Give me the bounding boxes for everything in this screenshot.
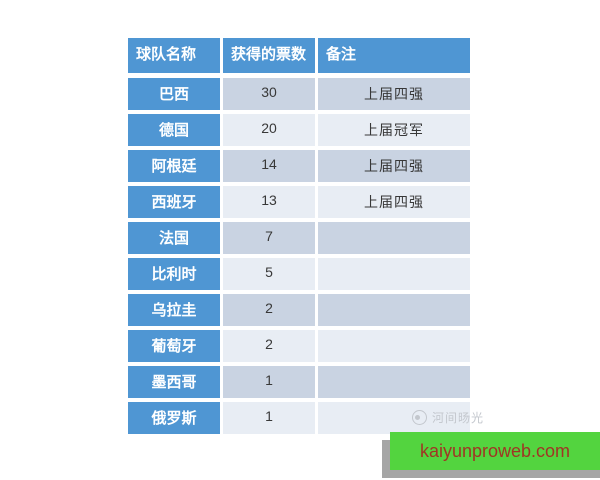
team-cell: 俄罗斯 (128, 402, 220, 434)
votes-cell: 1 (223, 402, 315, 434)
team-cell: 巴西 (128, 78, 220, 110)
note-cell (318, 330, 470, 362)
votes-table: 球队名称 获得的票数 备注 巴西 30 上届四强 德国 20 上届冠军 阿根廷 14 上届四强西… (128, 38, 470, 438)
watermark-text: 河间旸光 (432, 411, 485, 425)
votes-cell: 20 (223, 114, 315, 146)
watermark-logo-icon (412, 410, 427, 425)
votes-cell: 14 (223, 150, 315, 182)
note-cell: 上届四强 (318, 78, 470, 110)
votes-cell: 7 (223, 222, 315, 254)
table-row: 比利时 5 (128, 258, 470, 290)
votes-cell: 2 (223, 294, 315, 326)
team-cell: 法国 (128, 222, 220, 254)
table-row: 德国 20 上届冠军 (128, 114, 470, 146)
table-row: 俄罗斯 1 (128, 402, 470, 434)
table-header-row: 球队名称 获得的票数 备注 (128, 38, 470, 73)
table-row: 葡萄牙 2 (128, 330, 470, 362)
note-cell (318, 402, 470, 434)
team-cell: 墨西哥 (128, 366, 220, 398)
header-team: 球队名称 (128, 38, 220, 73)
team-cell: 乌拉圭 (128, 294, 220, 326)
team-cell: 葡萄牙 (128, 330, 220, 362)
note-cell (318, 258, 470, 290)
table-row: 法国 7 (128, 222, 470, 254)
team-cell: 西班牙 (128, 186, 220, 218)
team-cell: 德国 (128, 114, 220, 146)
note-cell (318, 366, 470, 398)
team-cell: 比利时 (128, 258, 220, 290)
votes-cell: 13 (223, 186, 315, 218)
table-row: 阿根廷 14 上届四强 (128, 150, 470, 182)
votes-cell: 2 (223, 330, 315, 362)
team-cell: 阿根廷 (128, 150, 220, 182)
note-cell: 上届冠军 (318, 114, 470, 146)
table-row: 西班牙 13 上届四强 (128, 186, 470, 218)
note-cell (318, 222, 470, 254)
table-row: 乌拉圭 2 (128, 294, 470, 326)
votes-cell: 5 (223, 258, 315, 290)
promo-banner-link[interactable]: kaiyunproweb.com (390, 432, 600, 470)
table-row: 巴西 30 上届四强 (128, 78, 470, 110)
table-body: 巴西 30 上届四强 德国 20 上届冠军 阿根廷 14 上届四强 西班牙 13 上届四强 法国 7 比利时… (128, 78, 470, 434)
note-cell: 上届四强 (318, 186, 470, 218)
table-row: 墨西哥 1 (128, 366, 470, 398)
header-note: 备注 (318, 38, 470, 73)
header-votes: 获得的票数 (223, 38, 315, 73)
note-cell (318, 294, 470, 326)
votes-cell: 1 (223, 366, 315, 398)
votes-cell: 30 (223, 78, 315, 110)
watermark: 河间旸光 (412, 409, 484, 426)
note-cell: 上届四强 (318, 150, 470, 182)
